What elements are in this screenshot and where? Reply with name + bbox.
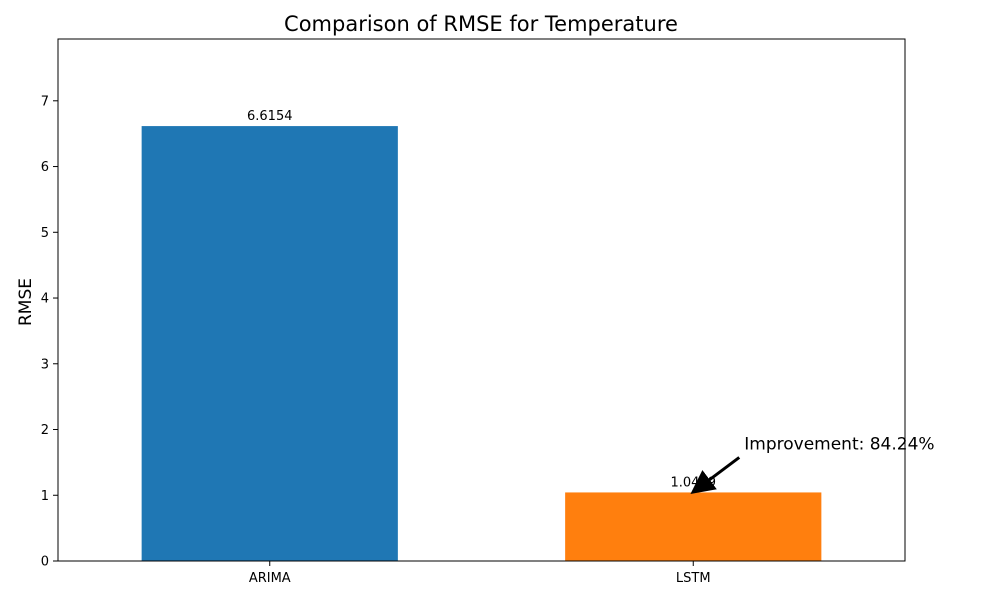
bar-arima [141, 126, 398, 561]
x-tick-label-arima: ARIMA [249, 571, 291, 586]
annotation-text: Improvement: 84.24% [744, 434, 934, 454]
plot-frame [57, 38, 906, 562]
y-axis-label: RMSE [16, 278, 36, 326]
value-label-lstm: 1.0429 [671, 475, 717, 490]
y-tick-label: 3 [41, 357, 49, 372]
y-tick-label: 6 [41, 160, 49, 175]
y-tick-label: 2 [41, 423, 49, 438]
y-tick-label: 1 [41, 489, 49, 504]
x-tick-label-lstm: LSTM [676, 571, 711, 586]
y-tick-label: 5 [41, 226, 49, 241]
bar-lstm [565, 492, 822, 561]
plot-area: 0 1 2 3 4 5 6 7 ARIMA LSTM 6.6154 1.0429 Improvement… [41, 38, 935, 586]
y-tick-label: 7 [41, 94, 49, 109]
annotation-arrow [690, 456, 741, 495]
chart-title: Comparison of RMSE for Temperature [284, 12, 678, 36]
y-tick-label: 0 [41, 555, 49, 570]
y-tick-label: 4 [41, 292, 49, 307]
value-label-arima: 6.6154 [247, 109, 293, 124]
